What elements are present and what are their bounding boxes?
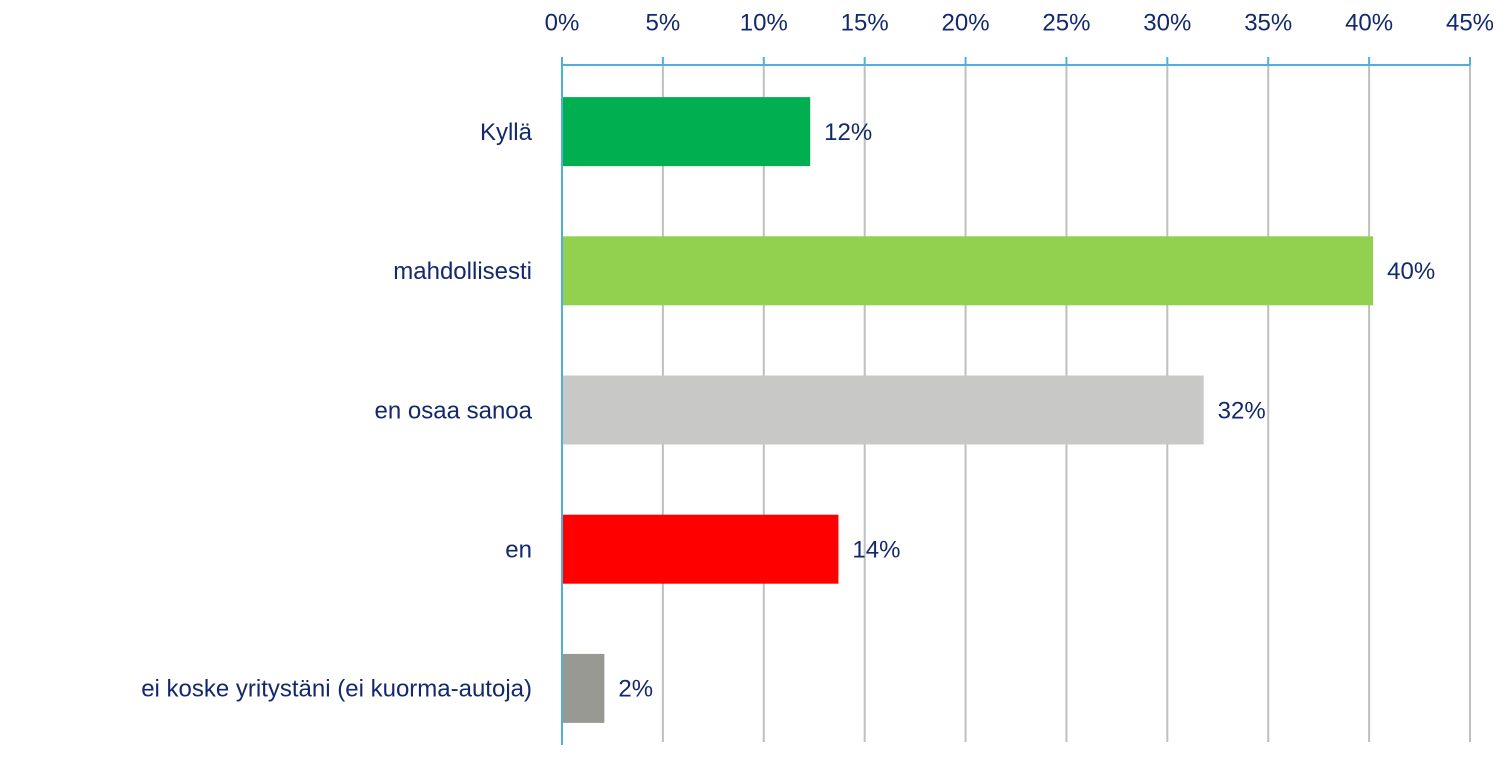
y-tick-label: Kyllä bbox=[480, 119, 533, 146]
y-tick-label: en bbox=[505, 537, 532, 564]
bar bbox=[562, 514, 839, 584]
y-tick-label: ei koske yritystäni (ei kuorma-autoja) bbox=[141, 676, 532, 703]
bar bbox=[562, 375, 1204, 445]
x-tick-label: 0% bbox=[545, 9, 580, 36]
value-label: 12% bbox=[824, 119, 872, 146]
value-label: 40% bbox=[1387, 258, 1435, 285]
x-tick-label: 5% bbox=[646, 9, 681, 36]
y-tick-label: mahdollisesti bbox=[393, 258, 532, 285]
x-tick-label: 10% bbox=[740, 9, 788, 36]
x-tick-label: 15% bbox=[841, 9, 889, 36]
bar bbox=[562, 653, 605, 723]
value-label: 2% bbox=[618, 676, 653, 703]
x-tick-label: 40% bbox=[1345, 9, 1393, 36]
y-tick-label: en osaa sanoa bbox=[375, 397, 533, 424]
x-tick-label: 35% bbox=[1244, 9, 1292, 36]
bar bbox=[562, 236, 1374, 306]
value-label: 32% bbox=[1218, 397, 1266, 424]
x-tick-label: 20% bbox=[942, 9, 990, 36]
value-label: 14% bbox=[852, 537, 900, 564]
bar bbox=[562, 97, 811, 167]
x-tick-label: 45% bbox=[1446, 9, 1494, 36]
x-tick-label: 25% bbox=[1042, 9, 1090, 36]
x-tick-label: 30% bbox=[1143, 9, 1191, 36]
